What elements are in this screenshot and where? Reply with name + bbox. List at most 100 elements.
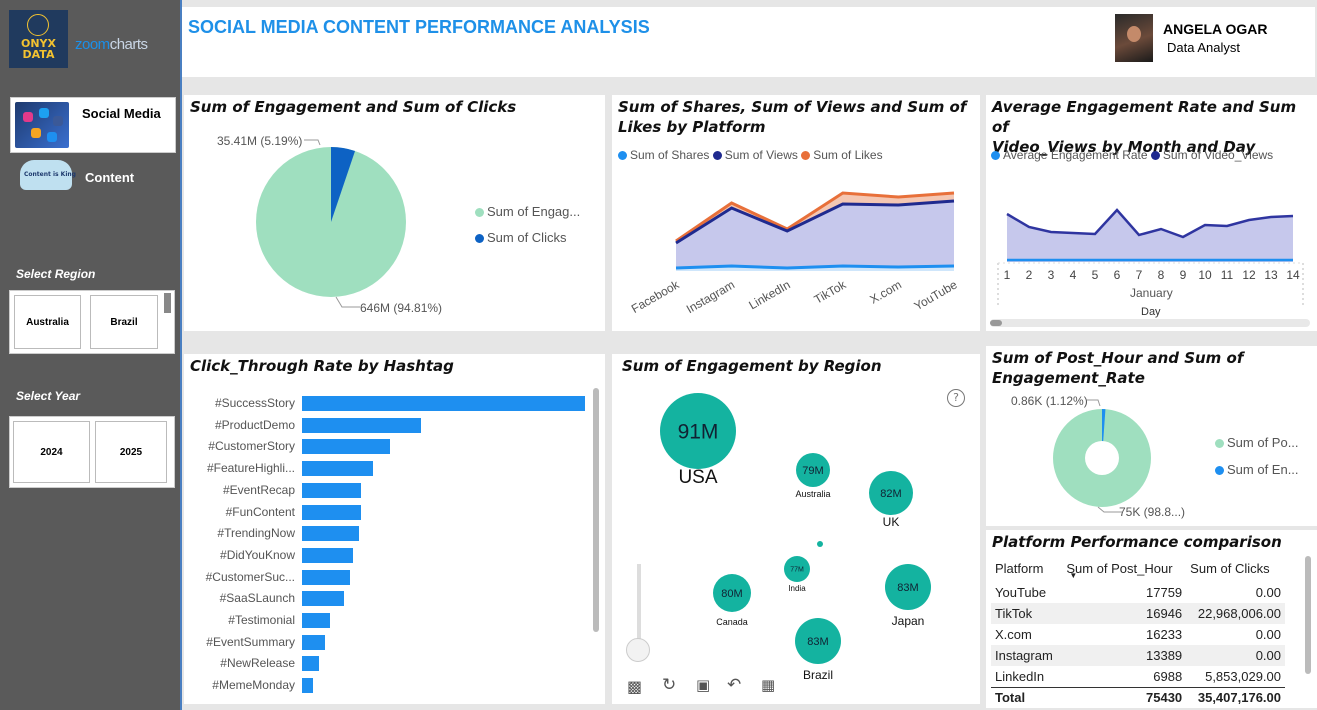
refresh-icon[interactable]: ↻ [662,675,677,695]
hashtag-label: #SuccessStory [214,396,295,410]
zoom-slider-handle[interactable] [626,638,650,662]
hashtag-bar-row[interactable]: #SaaSLaunch [184,591,605,607]
hashtag-bar[interactable] [302,504,362,520]
hashtag-bar-row[interactable]: #TrendingNow [184,526,605,542]
platform-area-chart-panel[interactable]: Sum of Shares, Sum of Views and Sum of Li… [612,95,980,331]
data-label-engagement: 646M (94.81%) [360,301,443,315]
hashtag-bar-row[interactable]: #CustomerSuc... [184,569,605,585]
bubble-uk[interactable] [869,471,913,515]
bubble-brazil[interactable] [795,618,841,664]
legend-item-clicks[interactable]: Sum of Clicks [475,230,566,245]
bubble-japan[interactable] [885,564,931,610]
series-line-views[interactable] [675,199,955,245]
nav-social-media[interactable]: Social Media [10,97,176,153]
hashtag-bar-row[interactable]: #ProductDemo [184,417,605,433]
nav-content-label[interactable]: Content [85,170,135,185]
hashtag-bar-row[interactable]: #NewRelease [184,656,605,672]
region-slicer-scrollbar[interactable] [164,293,171,313]
hashtag-bar[interactable] [302,656,319,672]
onyx-data-logo: ONYX DATA [9,10,68,68]
table-row[interactable]: TikTok 16946 22,968,006.00 [991,603,1285,624]
save-icon[interactable]: ▦ [761,676,776,694]
bubble-canada[interactable] [713,574,751,612]
region-bubble-panel[interactable]: Sum of Engagement by Region ? 91M USA 79M A… [612,354,980,704]
hashtag-bar[interactable] [302,678,314,694]
hashtag-bar[interactable] [302,634,325,650]
hashtag-bar[interactable] [302,569,351,585]
engagement-clicks-pie-panel[interactable]: Sum of Engagement and Sum of Clicks 35.4… [184,95,605,331]
x-tick-label-day-3: 3 [1048,268,1055,282]
series-line-video-views[interactable] [1006,208,1294,239]
series-line-shares[interactable] [675,264,955,270]
horizontal-scrollbar[interactable] [990,319,1310,327]
hashtag-bar-row[interactable]: #EventSummary [184,634,605,650]
legend-item-likes[interactable]: Sum of Likes [801,148,883,162]
hashtag-bar[interactable] [302,482,362,498]
hashtag-bar[interactable] [302,396,585,411]
legend-item-avg-engagement-rate[interactable]: Average Engagement Rate [991,148,1148,162]
table-scrollbar[interactable] [1305,556,1311,674]
hashtag-bar-row[interactable]: #EventRecap [184,482,605,498]
region-option-australia[interactable]: Australia [14,295,81,349]
hashtag-bar-row[interactable]: #CustomerStory [184,439,605,455]
year-option-2025[interactable]: 2025 [95,421,167,483]
x-tick-label-day-8: 8 [1158,268,1165,282]
unlock-icon[interactable]: ▣ [696,676,711,694]
table-row[interactable]: YouTube 17759 0.00 [991,582,1285,603]
bubble-minor-point[interactable] [817,541,823,547]
hashtag-bar-row[interactable]: #SuccessStory [184,396,605,411]
cell-platform: LinkedIn [995,668,1045,684]
column-header-platform[interactable]: Platform [995,561,1044,576]
hashtag-bar[interactable] [302,526,359,542]
vertical-scrollbar[interactable] [593,388,599,632]
hashtag-label: #SaaSLaunch [219,591,295,606]
hashtag-ctr-bar-panel[interactable]: Click_Through Rate by Hashtag #SuccessSt… [184,354,605,704]
area-views [676,201,954,271]
region-option-brazil[interactable]: Brazil [90,295,158,349]
undo-icon[interactable]: ↶ [727,675,742,695]
hashtag-bar-row[interactable]: #FeatureHighli... [184,461,605,477]
table-row[interactable]: Instagram 13389 0.00 [991,645,1285,666]
hashtag-bar-row[interactable]: #MemeMonday [184,678,605,694]
bubble-australia[interactable] [796,453,830,487]
platform-table-panel[interactable]: Platform Performance comparison Platform… [986,530,1317,708]
x-tick-label-day-2: 2 [1026,268,1033,282]
pie-slice-clicks[interactable] [331,147,356,222]
table-row[interactable]: X.com 16233 0.00 [991,624,1285,645]
cell-post-hour: 16233 [1146,627,1183,642]
legend-item-shares[interactable]: Sum of Shares [618,148,709,162]
hashtag-bar-row[interactable]: #Testimonial [184,613,605,628]
series-line-likes[interactable] [675,191,955,243]
hashtag-bar[interactable] [302,461,373,477]
hashtag-bar-row[interactable]: #FunContent [184,504,605,520]
bubble-usa[interactable] [660,393,736,469]
year-option-2024[interactable]: 2024 [13,421,90,483]
engagement-pie-svg [256,139,406,308]
legend-item-engagement[interactable]: Sum of Engag... [475,204,580,219]
legend-item-engagement-rate[interactable]: Sum of En... [1215,462,1299,477]
legend-item-post-hour[interactable]: Sum of Po... [1215,435,1299,450]
hashtag-bar[interactable] [302,547,353,563]
bubble-value-australia: 79M [802,465,823,477]
content-is-king-icon[interactable]: Content is King [20,160,76,190]
hashtag-bar[interactable] [302,613,331,628]
bubble-india[interactable] [784,556,810,582]
help-icon[interactable]: ? [947,389,965,407]
column-header-clicks[interactable]: Sum of Clicks [1190,561,1270,576]
legend-item-video-views[interactable]: Sum of Video_Views [1150,148,1273,162]
post-hour-donut-panel[interactable]: Sum of Post_Hour and Sum of Engagement_Ra… [986,346,1317,526]
column-header-post-hour[interactable]: Sum of Post_Hour ▼ [1066,561,1173,580]
engagement-rate-chart-panel[interactable]: Average Engagement Rate and Sum of Video_… [986,95,1317,331]
hashtag-bar[interactable] [302,591,345,607]
legend-item-views[interactable]: Sum of Views [712,148,798,162]
hashtag-bar[interactable] [302,417,421,433]
hashtag-bar-row[interactable]: #DidYouKnow [184,547,605,563]
leader-line-engagement [335,296,360,308]
zoom-slider-track [637,564,641,654]
hashtag-bar[interactable] [302,439,390,455]
table-row[interactable]: LinkedIn 6988 5,853,029.00 [991,666,1285,687]
bubble-label-brazil: Brazil [803,668,833,682]
toolbar-mode-icon[interactable]: ▩ [627,677,643,696]
header: SOCIAL MEDIA CONTENT PERFORMANCE ANALYSI… [182,7,1315,77]
hashtag-label: #ProductDemo [214,417,295,432]
